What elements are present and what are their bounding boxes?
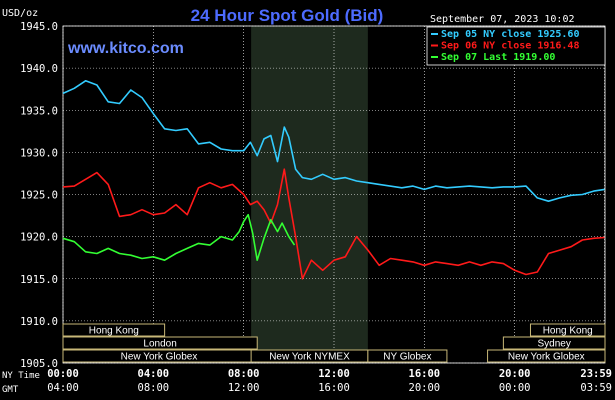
x-axis-name-ny: NY Time bbox=[2, 371, 40, 381]
session-box-0 bbox=[62, 323, 166, 337]
y-axis-label: USD/oz bbox=[2, 8, 38, 19]
legend-entry-sep07: Sep 07 Last 1919.00 bbox=[441, 52, 555, 63]
x-tick-ny-5: 20:00 bbox=[499, 368, 531, 380]
session-label-5: Hong Kong bbox=[543, 326, 593, 337]
x-tick-ny-4: 16:00 bbox=[409, 368, 441, 380]
x-tick-ny-3: 12:00 bbox=[318, 368, 350, 380]
series-line-sep06 bbox=[62, 168, 605, 280]
y-tick-label-4: 1925.0 bbox=[20, 190, 58, 202]
timestamp: September 07, 2023 10:02 bbox=[430, 14, 575, 25]
session-label-0: Hong Kong bbox=[89, 326, 139, 337]
series-line-sep07 bbox=[62, 213, 296, 262]
session-label-1: London bbox=[143, 339, 176, 350]
y-tick-label-3: 1930.0 bbox=[20, 147, 58, 159]
x-tick-gmt-4: 20:00 bbox=[409, 382, 441, 394]
x-tick-ny-2: 08:00 bbox=[228, 368, 260, 380]
x-tick-gmt-1: 08:00 bbox=[138, 382, 170, 394]
session-label-7: New York Globex bbox=[508, 352, 585, 363]
x-tick-gmt-3: 16:00 bbox=[318, 382, 350, 394]
x-tick-gmt-2: 12:00 bbox=[228, 382, 260, 394]
series-line-sep05 bbox=[62, 80, 605, 202]
session-box-4 bbox=[367, 349, 448, 363]
legend-entry-sep06: Sep 06 NY close 1916.48 bbox=[441, 41, 579, 52]
session-label-6: Sydney bbox=[538, 339, 571, 350]
y-tick-label-6: 1915.0 bbox=[20, 274, 58, 286]
x-tick-ny-6: 23:59 bbox=[580, 368, 612, 380]
x-tick-gmt-5: 00:00 bbox=[499, 382, 531, 394]
y-tick-label-0: 1945.0 bbox=[20, 21, 58, 33]
legend-box bbox=[426, 26, 606, 66]
x-tick-ny-1: 04:00 bbox=[138, 368, 170, 380]
session-label-3: New York NYMEX bbox=[269, 352, 350, 363]
session-box-6 bbox=[502, 336, 606, 350]
session-box-5 bbox=[529, 323, 606, 337]
y-tick-label-8: 1905.0 bbox=[20, 358, 58, 370]
x-axis-name-gmt: GMT bbox=[2, 385, 19, 395]
y-tick-label-5: 1920.0 bbox=[20, 232, 58, 244]
session-box-7 bbox=[487, 349, 606, 363]
y-tick-label-7: 1910.0 bbox=[20, 316, 58, 328]
x-tick-ny-0: 00:00 bbox=[47, 368, 79, 380]
x-tick-gmt-6: 03:59 bbox=[580, 382, 612, 394]
session-label-2: New York Globex bbox=[121, 352, 198, 363]
plot-border bbox=[62, 25, 606, 364]
y-tick-label-1: 1940.0 bbox=[20, 63, 58, 75]
session-box-1 bbox=[62, 336, 258, 350]
chart-title: 24 Hour Spot Gold (Bid) bbox=[191, 6, 384, 25]
y-tick-label-2: 1935.0 bbox=[20, 105, 58, 117]
legend-entry-sep05: Sep 05 NY close 1925.60 bbox=[441, 29, 579, 40]
website-label: www.kitco.com bbox=[67, 40, 184, 57]
session-label-4: NY Globex bbox=[383, 352, 431, 363]
x-tick-gmt-0: 04:00 bbox=[47, 382, 79, 394]
